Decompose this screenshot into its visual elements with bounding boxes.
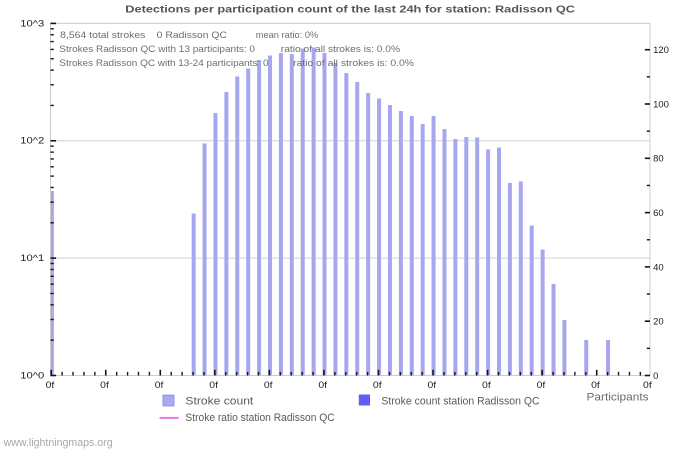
svg-text:Stroke ratio station Radisson: Stroke ratio station Radisson QC: [185, 412, 335, 424]
svg-text:0f: 0f: [318, 380, 327, 391]
svg-text:0f: 0f: [373, 380, 382, 391]
svg-text:0f: 0f: [482, 380, 491, 391]
svg-text:0f: 0f: [155, 380, 164, 391]
svg-text:10^2: 10^2: [20, 136, 44, 147]
svg-text:Participants: Participants: [587, 391, 650, 403]
svg-text:0 Radisson QC: 0 Radisson QC: [157, 30, 227, 41]
svg-text:Stroke count: Stroke count: [185, 396, 253, 408]
svg-text:100: 100: [653, 99, 669, 110]
svg-text:www.lightningmaps.org: www.lightningmaps.org: [3, 437, 113, 449]
svg-text:8,564 total strokes: 8,564 total strokes: [60, 30, 145, 41]
svg-text:Strokes Radisson QC with 13 pa: Strokes Radisson QC with 13 participants…: [59, 44, 255, 55]
svg-text:mean ratio: 0%: mean ratio: 0%: [256, 30, 319, 41]
svg-text:60: 60: [653, 208, 664, 219]
svg-text:0f: 0f: [537, 380, 546, 391]
svg-text:120: 120: [653, 45, 669, 56]
svg-text:10^0: 10^0: [20, 370, 44, 381]
svg-text:ratio of all strokes is: 0.0%: ratio of all strokes is: 0.0%: [293, 58, 415, 69]
svg-text:0f: 0f: [643, 380, 652, 391]
svg-text:0f: 0f: [264, 380, 273, 391]
svg-text:0f: 0f: [428, 380, 437, 391]
svg-text:10^1: 10^1: [20, 253, 44, 264]
svg-text:0f: 0f: [46, 380, 55, 391]
svg-text:0: 0: [653, 371, 658, 382]
svg-text:0f: 0f: [209, 380, 218, 391]
svg-text:Detections per participation c: Detections per participation count of th…: [125, 4, 575, 15]
svg-text:0f: 0f: [591, 380, 600, 391]
svg-text:ratio of all strokes is: 0.0%: ratio of all strokes is: 0.0%: [281, 44, 401, 55]
svg-text:80: 80: [653, 154, 664, 165]
svg-text:40: 40: [653, 262, 664, 273]
svg-text:Stroke count station Radisson: Stroke count station Radisson QC: [381, 396, 539, 408]
svg-text:10^3: 10^3: [20, 18, 44, 29]
svg-text:0f: 0f: [100, 380, 109, 391]
svg-text:20: 20: [653, 317, 664, 328]
svg-text:Strokes Radisson QC with 13-24: Strokes Radisson QC with 13-24 participa…: [59, 58, 268, 69]
